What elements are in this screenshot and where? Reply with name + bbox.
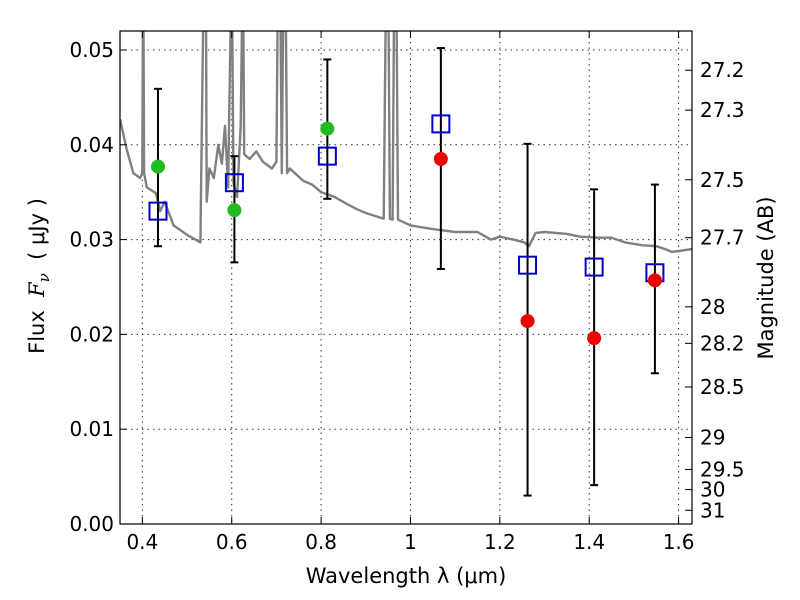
y-axis-label-prefix: Flux — [25, 297, 49, 354]
y-axis-label-nu: ν — [35, 273, 53, 282]
red-flux-point — [520, 314, 535, 329]
mag-tick-label: 28 — [700, 295, 725, 319]
axis-ticks-layer: 0.4 0.6 0.8 1 1.2 1.4 1.6 0.00 0.01 0.02 0.03 0.04 0… — [69, 31, 745, 554]
mag-tick-label: 29.5 — [700, 457, 745, 481]
green-flux-point — [320, 121, 335, 136]
plot-frame — [119, 30, 693, 525]
mag-tick-label: 28.5 — [700, 375, 745, 399]
red-flux-point — [587, 331, 602, 346]
model-flux-square — [224, 173, 244, 193]
y-axis-label-suffix: ( μJy ) — [25, 198, 49, 273]
x-tick-label: 1 — [404, 530, 417, 554]
y-tick-label: 0.01 — [69, 417, 114, 441]
y-axis-label-f: F — [25, 281, 49, 298]
model-squares-layer — [148, 114, 665, 283]
y-tick-label: 0.00 — [69, 512, 114, 536]
y-tick-label: 0.05 — [69, 38, 114, 62]
mag-tick-label: 27.3 — [700, 98, 745, 122]
mag-tick-label: 30 — [700, 478, 725, 502]
model-flux-square — [584, 257, 604, 277]
photometry-points-layer — [150, 121, 662, 346]
mag-tick-label: 31 — [700, 498, 725, 522]
mag-tick-label: 29 — [700, 426, 725, 450]
x-tick-label: 1.4 — [573, 530, 605, 554]
y-tick-label: 0.03 — [69, 228, 114, 252]
model-spectrum-layer — [120, 31, 692, 254]
mag-tick-label: 27.5 — [700, 168, 745, 192]
green-flux-point — [150, 159, 165, 174]
model-flux-square — [317, 146, 337, 166]
y-tick-label: 0.04 — [69, 133, 114, 157]
model-spectrum-line — [120, 31, 692, 254]
mag-tick-label: 27.2 — [700, 58, 745, 82]
mag-tick-label: 28.2 — [700, 331, 745, 355]
x-tick-label: 1.2 — [484, 530, 516, 554]
x-axis-label: Wavelength λ (μm) — [306, 564, 507, 588]
red-flux-point — [433, 151, 448, 166]
model-flux-square — [518, 255, 538, 275]
x-tick-label: 0.8 — [305, 530, 337, 554]
y-tick-label: 0.02 — [69, 322, 114, 346]
model-flux-square — [148, 201, 168, 221]
model-flux-square — [431, 114, 451, 134]
mag-tick-label: 27.7 — [700, 226, 745, 250]
red-flux-point — [647, 273, 662, 288]
x-tick-label: 1.6 — [663, 530, 695, 554]
x-tick-label: 0.4 — [126, 530, 158, 554]
y2-axis-label: Magnitude (AB) — [754, 196, 778, 359]
x-tick-label: 0.6 — [216, 530, 248, 554]
y-axis-label: Flux Fν ( μJy ) — [25, 198, 53, 354]
green-flux-point — [227, 203, 242, 218]
